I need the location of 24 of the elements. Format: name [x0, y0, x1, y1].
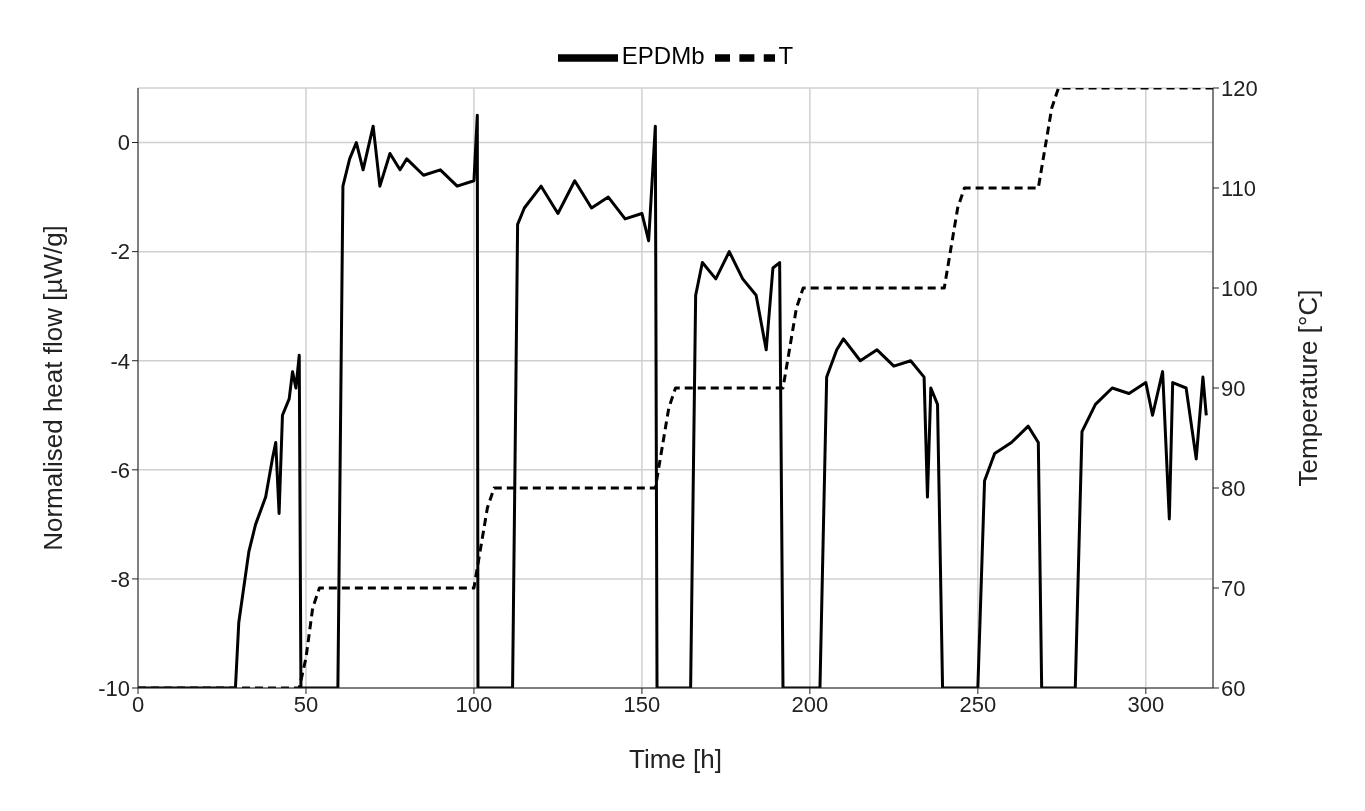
x-tick-label: 300: [1127, 691, 1165, 717]
x-tick-label: 150: [623, 691, 661, 717]
y-tick-label: -2: [110, 239, 130, 265]
y2-tick-label: 110: [1221, 175, 1257, 201]
y-tick-label: -10: [98, 675, 130, 701]
y2-tick-label: 100: [1221, 275, 1258, 301]
y-tick-label: -6: [110, 457, 130, 483]
y2-tick-label: 70: [1221, 575, 1246, 601]
y2-tick-label: 80: [1221, 475, 1246, 501]
x-tick-label: 50: [293, 691, 319, 717]
x-tick-label: 100: [455, 691, 493, 717]
x-tick-label: 250: [959, 691, 997, 717]
legend-label: EPDMb: [621, 42, 705, 70]
y-tick-label: -8: [110, 566, 130, 592]
y-tick-label: 0: [117, 130, 130, 156]
legend-label: T: [778, 42, 794, 70]
x-tick-label: 200: [791, 691, 829, 717]
y-tick-label: -4: [110, 348, 130, 374]
x-axis-title: Time [h]: [629, 744, 722, 774]
y2-tick-label: 60: [1221, 675, 1246, 701]
y2-tick-label: 90: [1221, 375, 1246, 401]
y2-tick-label: 120: [1221, 75, 1258, 101]
y-axis-title: Normalised heat flow [µW/g]: [38, 225, 69, 551]
y2-axis-title: Temperature [°C]: [1293, 289, 1324, 487]
